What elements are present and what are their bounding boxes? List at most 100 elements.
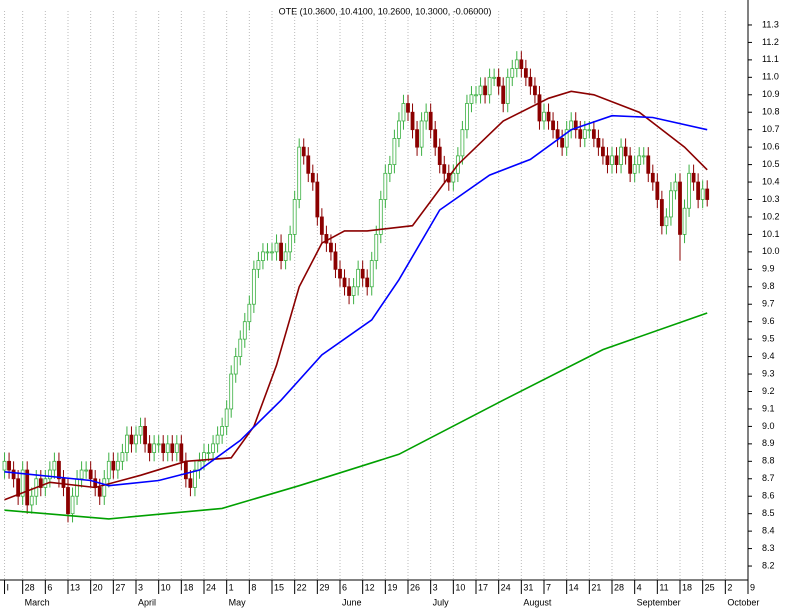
y-tick-label: 10.0 bbox=[762, 246, 780, 256]
x-tick-label: 13 bbox=[70, 582, 80, 592]
candle-body bbox=[433, 129, 438, 148]
y-tick-label: 10.9 bbox=[762, 89, 780, 99]
candle-body bbox=[442, 164, 447, 174]
x-tick-label: 3 bbox=[433, 582, 438, 592]
x-tick-label: 26 bbox=[410, 582, 420, 592]
candle-body bbox=[528, 76, 533, 87]
candle-body bbox=[229, 373, 234, 410]
candle-body bbox=[47, 469, 52, 480]
candle-body bbox=[242, 321, 247, 340]
candle-body bbox=[170, 443, 175, 453]
candle-body bbox=[691, 172, 696, 183]
candle-body bbox=[20, 469, 25, 497]
candle-body bbox=[66, 487, 70, 515]
candle-body bbox=[650, 172, 655, 183]
candle-body bbox=[655, 181, 660, 200]
candle-body bbox=[564, 129, 569, 148]
candle-body bbox=[138, 426, 143, 436]
candle-body bbox=[465, 103, 469, 131]
candle-body bbox=[369, 260, 374, 288]
candle-body bbox=[678, 181, 682, 235]
y-tick-label: 9.4 bbox=[762, 351, 775, 361]
candle-body bbox=[324, 234, 329, 244]
candle-body bbox=[161, 443, 166, 453]
candle-body bbox=[11, 469, 16, 480]
candle-body bbox=[292, 199, 297, 235]
candle-body bbox=[705, 188, 710, 200]
candle-body bbox=[623, 146, 628, 157]
candle-body bbox=[256, 260, 261, 270]
y-tick-label: 8.3 bbox=[762, 543, 775, 553]
candle-body bbox=[451, 172, 456, 183]
candle-body bbox=[578, 129, 583, 139]
candle-body bbox=[79, 469, 84, 480]
candle-body bbox=[179, 443, 184, 462]
candle-body bbox=[637, 155, 642, 165]
candle-body bbox=[147, 443, 152, 453]
x-tick-label: 18 bbox=[682, 582, 692, 592]
candle-body bbox=[387, 164, 392, 174]
y-tick-label: 8.8 bbox=[762, 456, 775, 466]
x-tick-label: 8 bbox=[251, 582, 256, 592]
candle-body bbox=[483, 85, 487, 96]
candle-body bbox=[360, 268, 365, 279]
candle-body bbox=[478, 85, 483, 96]
x-tick-label: 31 bbox=[523, 582, 533, 592]
month-label: August bbox=[523, 597, 552, 607]
x-tick-label: 6 bbox=[47, 582, 52, 592]
candle-body bbox=[619, 146, 623, 165]
candle-body bbox=[537, 94, 542, 122]
x-tick-label: 19 bbox=[387, 582, 397, 592]
candle-body bbox=[474, 94, 478, 97]
candle-body bbox=[38, 478, 43, 488]
candle-body bbox=[224, 408, 229, 427]
candle-body bbox=[614, 155, 619, 165]
candle-body bbox=[374, 234, 379, 261]
candle-body bbox=[582, 129, 587, 139]
month-label: May bbox=[229, 597, 247, 607]
candle-body bbox=[183, 460, 188, 480]
y-tick-label: 9.2 bbox=[762, 386, 775, 396]
candle-body bbox=[7, 460, 11, 471]
x-tick-label: 2 bbox=[727, 582, 732, 592]
x-tick-label: 9 bbox=[750, 582, 755, 592]
candle-body bbox=[265, 251, 270, 254]
candle-body bbox=[16, 478, 21, 497]
candle-body bbox=[251, 268, 256, 305]
x-tick-label: 28 bbox=[25, 582, 35, 592]
y-tick-label: 9.7 bbox=[762, 299, 775, 309]
candle-body bbox=[247, 303, 252, 323]
candle-body bbox=[560, 138, 565, 148]
y-tick-label: 8.6 bbox=[762, 491, 775, 501]
candle-body bbox=[397, 120, 401, 139]
candle-body bbox=[601, 146, 605, 157]
candle-body bbox=[57, 460, 61, 480]
candle-body bbox=[673, 181, 678, 192]
month-label: March bbox=[25, 597, 50, 607]
candle-body bbox=[501, 85, 506, 104]
candle-body bbox=[523, 68, 528, 78]
candle-body bbox=[261, 251, 265, 261]
candle-body bbox=[106, 460, 111, 480]
x-tick-label: 25 bbox=[705, 582, 715, 592]
y-tick-label: 9.3 bbox=[762, 368, 775, 378]
y-tick-label: 9.5 bbox=[762, 334, 775, 344]
candle-body bbox=[569, 120, 574, 131]
candle-body bbox=[551, 120, 555, 131]
moving-average-line bbox=[4, 114, 708, 487]
candle-body bbox=[202, 452, 206, 462]
candle-body bbox=[211, 443, 215, 453]
candle-body bbox=[401, 103, 406, 122]
candle-body bbox=[610, 155, 614, 165]
candle-body bbox=[664, 216, 669, 227]
candle-body bbox=[152, 443, 157, 453]
candle-body bbox=[333, 251, 338, 270]
candle-body bbox=[410, 111, 415, 131]
candle-body bbox=[505, 76, 510, 104]
candle-body bbox=[134, 434, 138, 445]
candle-body bbox=[238, 338, 243, 357]
candle-body bbox=[174, 443, 179, 453]
candle-body bbox=[542, 111, 546, 122]
x-tick-label: 24 bbox=[206, 582, 216, 592]
candle-body bbox=[646, 155, 651, 174]
